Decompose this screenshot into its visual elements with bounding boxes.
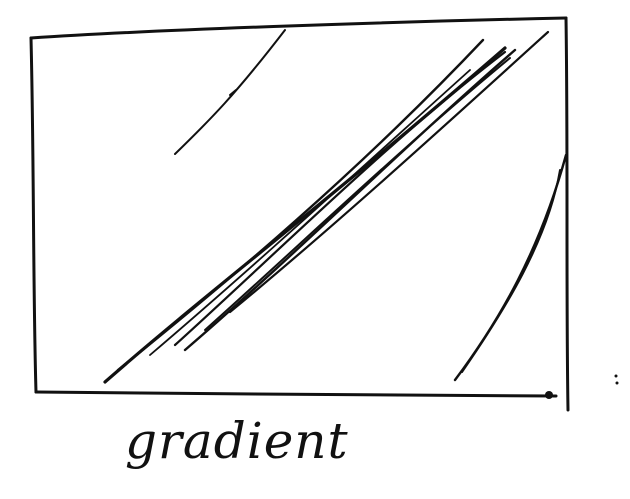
sketch-caption: gradient [125, 412, 349, 470]
right-curve-strokes [453, 153, 568, 382]
diagonal-gradient-strokes [103, 30, 550, 384]
short-gradient-stroke [174, 29, 286, 155]
stray-marks [614, 374, 619, 385]
sketch-frame [29, 16, 570, 412]
frame-corner-blot [545, 391, 553, 399]
